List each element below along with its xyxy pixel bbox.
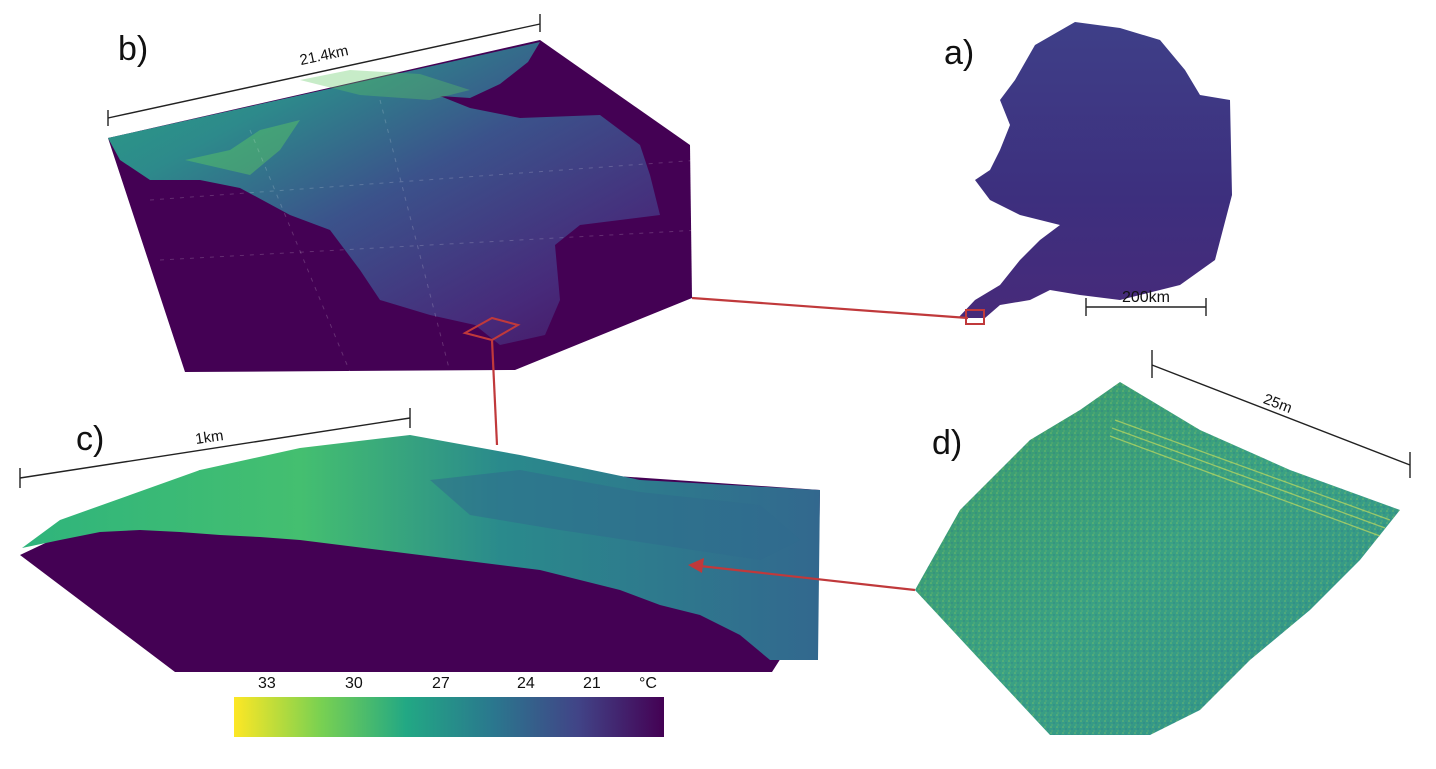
panel-b-scale-label: 21.4km <box>298 42 350 69</box>
panel-b-scale-bar <box>107 23 541 119</box>
panel-d-label: d) <box>932 424 963 462</box>
connector-d-c-arrowhead <box>688 558 704 573</box>
panel-a-map: 200km <box>958 22 1232 325</box>
colorbar <box>234 697 664 737</box>
colorbar-unit: °C <box>639 675 657 692</box>
connector-b-c <box>490 339 499 446</box>
connector-b-a <box>691 296 969 320</box>
panel-c-scale-label: 1km <box>194 427 224 448</box>
connector-d-c <box>699 564 916 592</box>
panel-c-scale-bar <box>19 417 411 479</box>
panel-a-landmass <box>958 22 1232 318</box>
panel-b-highland <box>185 120 300 175</box>
panel-c-label: c) <box>76 420 105 458</box>
panel-d-map: 25m <box>915 350 1411 735</box>
colorbar-tick-27: 27 <box>432 675 450 692</box>
panel-c-plateau <box>430 470 800 560</box>
panel-a-scale-label: 200km <box>1122 289 1170 306</box>
panel-a-label: a) <box>944 34 975 72</box>
panel-b-grid <box>149 99 701 373</box>
panel-d-scale-bar <box>1151 364 1411 466</box>
colorbar-tick-33: 33 <box>258 675 276 692</box>
panel-b-label: b) <box>118 30 149 68</box>
connectors <box>490 296 969 592</box>
panel-b-land <box>108 42 660 345</box>
panel-b-map: 21.4km <box>107 14 701 373</box>
colorbar-tick-24: 24 <box>517 675 535 692</box>
panel-b-zoom-box <box>462 316 521 342</box>
colorbar-tick-30: 30 <box>345 675 363 692</box>
panel-d-ridges <box>1109 419 1391 537</box>
colorbar-tick-21: 21 <box>583 675 601 692</box>
panel-d-texture <box>915 382 1400 735</box>
panel-c-map: 1km <box>19 408 820 672</box>
panel-b-highland-north <box>300 70 470 100</box>
